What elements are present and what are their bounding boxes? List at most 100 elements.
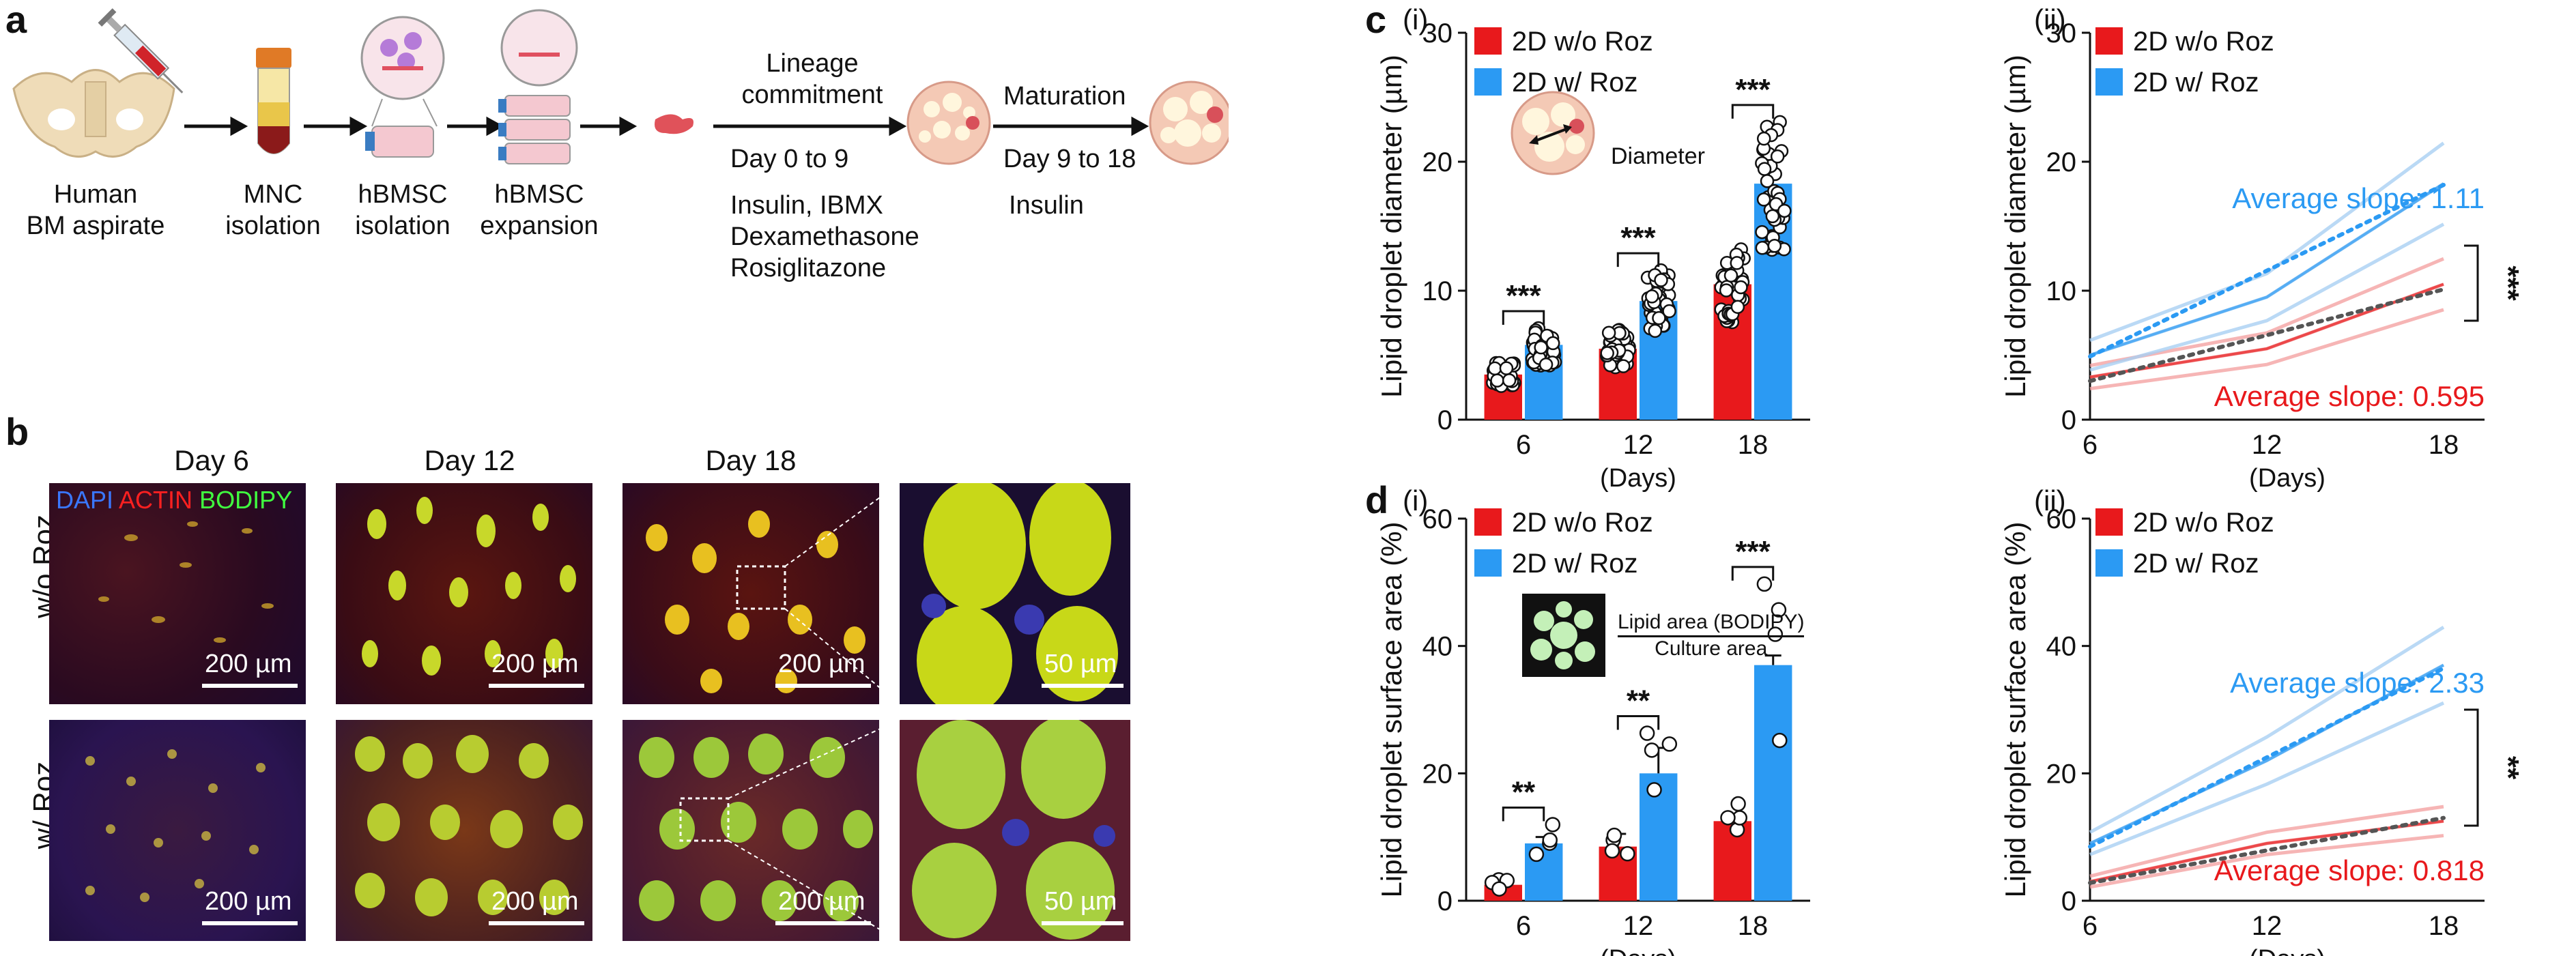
step-mnc-isolation: MNC isolation [225, 180, 321, 240]
significance-marker: *** [1735, 535, 1771, 568]
micrograph-w-day12 [336, 720, 592, 941]
replicate-line [2089, 701, 2445, 856]
data-point [1767, 239, 1782, 253]
trend-line [2088, 287, 2446, 383]
x-tick-label: 12 [1623, 911, 1654, 941]
trend-line [2088, 183, 2446, 359]
cells-layer [917, 483, 1118, 704]
stage1-days: Day 0 to 9 [730, 145, 849, 173]
scalebar [202, 921, 298, 925]
zoom-connectors [728, 482, 900, 942]
legend-label: 2D w/o Roz [2133, 508, 2274, 538]
scalebar-label: 200 µm [491, 887, 579, 916]
data-point [1723, 268, 1738, 283]
replicate-line [2089, 834, 2444, 889]
x-tick-label: 12 [2252, 911, 2282, 941]
data-point [1772, 732, 1788, 749]
cells-layer [362, 497, 576, 676]
flask-stack-icon [498, 9, 578, 164]
data-point [1719, 283, 1734, 298]
y-tick-label: 0 [2061, 405, 2076, 435]
data-point [1756, 576, 1773, 592]
cells-layer [98, 521, 274, 643]
legend-label: 2D w/o Roz [1512, 27, 1653, 57]
step-hbmsc-isolation: hBMSC isolation [355, 180, 450, 240]
adipocyte-icon [1149, 81, 1229, 165]
data-point [1661, 736, 1678, 752]
data-point [1601, 325, 1616, 341]
legend-swatch [2095, 549, 2123, 577]
data-point [1730, 796, 1746, 812]
stain-legend: DAPI ACTIN BODIPY [56, 486, 292, 515]
data-point [1534, 340, 1548, 355]
scalebar [775, 684, 871, 688]
y-tick-label: 10 [1422, 276, 1453, 306]
replicate-line [2089, 308, 2444, 391]
x-axis-label: (Days) [2249, 464, 2325, 493]
legend-swatch [1474, 508, 1502, 536]
stage1-reagents: Insulin, IBMX Dexamethasone Rosiglitazon… [730, 191, 919, 283]
stage1-title: Lineage commitment [741, 49, 883, 109]
data-point [1771, 602, 1787, 618]
y-axis-label: Lipid droplet surface area (%) [1375, 522, 1407, 898]
y-tick-label: 40 [1422, 632, 1453, 662]
y-tick-label: 20 [1422, 759, 1453, 789]
data-point [1604, 843, 1620, 859]
legend-swatch [2095, 508, 2123, 536]
y-tick-label: 0 [1437, 886, 1452, 916]
data-point [1645, 289, 1659, 304]
data-point [1767, 626, 1784, 642]
stain-bodipy: BODIPY [199, 486, 293, 514]
y-axis-label: Lipid droplet diameter (µm) [1999, 55, 2031, 398]
panel-c-sub-ii: (ii) [2034, 3, 2066, 35]
panel-d-sub-ii: (ii) [2034, 484, 2066, 517]
significance-marker: ** [1512, 775, 1536, 809]
cells-layer [85, 749, 266, 902]
diameter-inset-icon [1511, 91, 1595, 175]
data-point [1662, 304, 1676, 319]
y-tick-label: 20 [2046, 147, 2077, 177]
significance-marker: ** [2491, 756, 2525, 780]
y-tick-label: 40 [2046, 632, 2077, 662]
data-point [1502, 373, 1517, 388]
scalebar [202, 684, 298, 688]
x-axis-label: (Days) [1600, 945, 1676, 956]
data-point [1616, 359, 1631, 373]
micrograph-wo-day6 [49, 483, 306, 704]
significance-bracket [1616, 252, 1660, 267]
data-point [1654, 273, 1668, 287]
scalebar-label: 50 µm [1044, 650, 1117, 678]
x-tick-label: 6 [2083, 911, 2098, 941]
data-point [1777, 203, 1792, 218]
legend-swatch [1474, 27, 1502, 55]
stage2-title: Maturation [1003, 82, 1126, 111]
panel-d-sub-i: (i) [1403, 484, 1429, 517]
data-point [1734, 280, 1748, 295]
y-tick-label: 60 [2046, 504, 2077, 534]
data-point [1644, 742, 1660, 758]
significance-marker: *** [1735, 73, 1771, 106]
data-point [1545, 336, 1560, 351]
slope-annotation: Average slope: 1.11 [2232, 182, 2485, 214]
scalebar [489, 684, 584, 688]
data-point [1756, 131, 1771, 146]
x-tick-label: 18 [1738, 911, 1769, 941]
micrograph-w-day6 [49, 720, 306, 941]
data-point [1545, 817, 1561, 832]
significance-bracket [1731, 104, 1775, 119]
stage2-days: Day 9 to 18 [1003, 145, 1136, 173]
data-point [1600, 346, 1614, 360]
legend-label: 2D w/ Roz [2133, 68, 2259, 98]
replicate-line [2089, 141, 2445, 343]
x-tick-label: 18 [1738, 430, 1769, 460]
col-day12: Day 12 [424, 444, 515, 476]
pelvis-icon [12, 69, 175, 158]
step-bm-aspirate: Human BM aspirate [26, 180, 165, 240]
cells-layer [646, 510, 865, 693]
y-axis-label: Lipid droplet diameter (µm) [1375, 55, 1407, 398]
legend-label: 2D w/ Roz [1512, 549, 1638, 579]
scalebar-label: 50 µm [1044, 887, 1117, 916]
data-point [1639, 725, 1655, 741]
y-tick-label: 20 [1422, 147, 1453, 177]
bar [1754, 665, 1792, 901]
